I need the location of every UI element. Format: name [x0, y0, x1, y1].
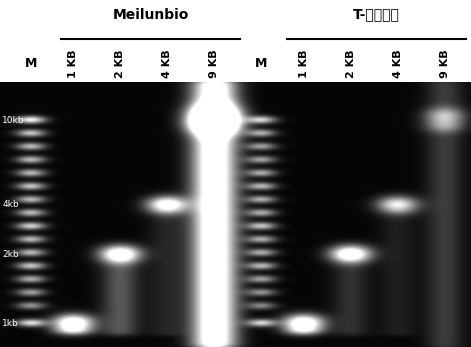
Text: 2kb: 2kb — [2, 249, 19, 259]
Text: T-进口品牌: T-进口品牌 — [353, 8, 400, 22]
Text: Meilunbio: Meilunbio — [113, 8, 189, 22]
Text: 9 KB: 9 KB — [209, 49, 219, 78]
Text: 9 KB: 9 KB — [440, 49, 450, 78]
Text: M: M — [255, 57, 268, 70]
Text: 1 KB: 1 KB — [299, 49, 309, 78]
Text: 2 KB: 2 KB — [115, 49, 125, 78]
Text: 4 KB: 4 KB — [162, 49, 172, 78]
Text: 1 KB: 1 KB — [68, 49, 78, 78]
Text: 4 KB: 4 KB — [393, 49, 403, 78]
Text: 2 KB: 2 KB — [346, 49, 356, 78]
Text: M: M — [24, 57, 37, 70]
Text: 4kb: 4kb — [2, 201, 19, 210]
Text: 1kb: 1kb — [2, 319, 19, 328]
Text: 10kb: 10kb — [2, 116, 25, 125]
